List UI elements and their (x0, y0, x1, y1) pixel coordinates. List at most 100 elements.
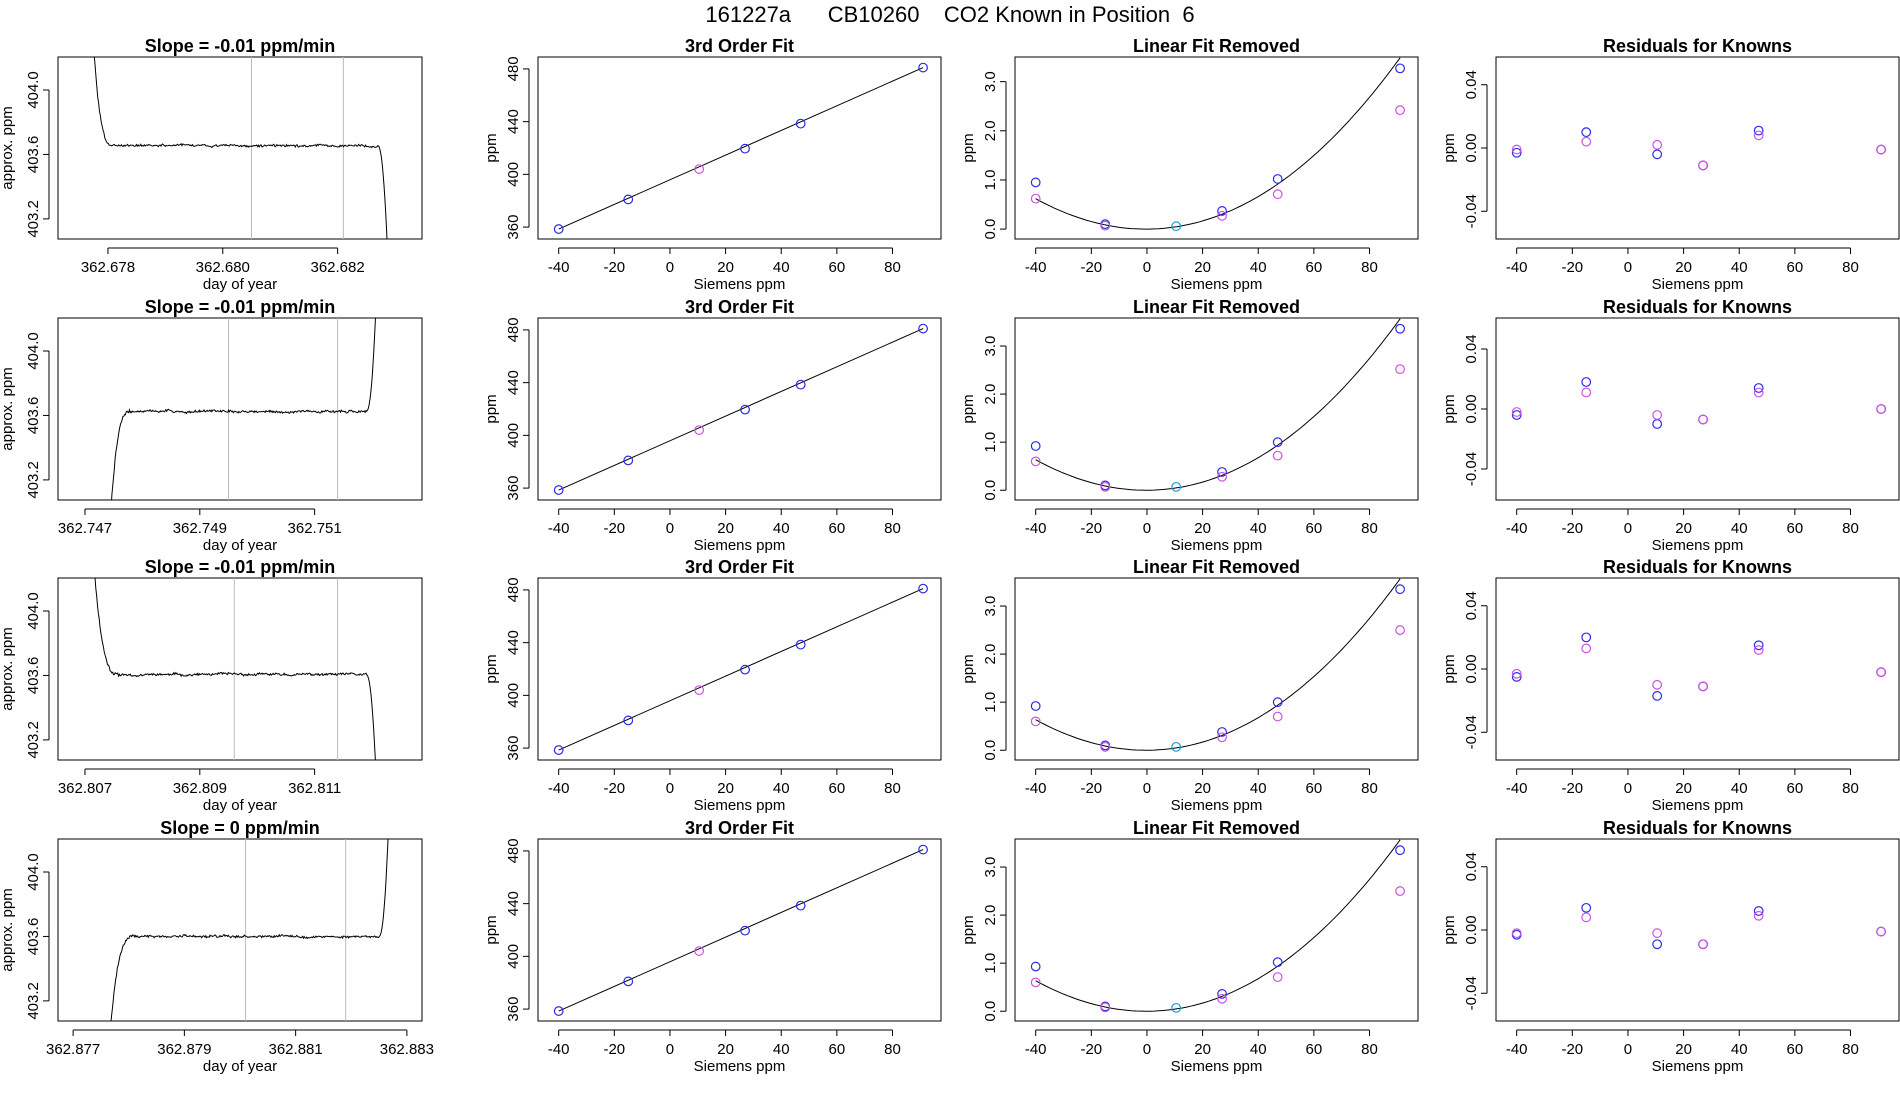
co2-trace-line (93, 57, 388, 239)
y-tick-label: 0.00 (1463, 394, 1480, 423)
x-tick-label: -40 (1025, 1041, 1047, 1058)
data-point-blue (1753, 125, 1764, 136)
panel-title: Linear Fit Removed (1133, 818, 1300, 838)
plot-area (94, 578, 376, 760)
x-tick-label: 60 (829, 520, 846, 537)
x-tick-label: -20 (603, 1041, 625, 1058)
data-point-magenta (1511, 668, 1522, 679)
data-point-blue (1217, 727, 1227, 737)
data-point-blue (1030, 177, 1041, 188)
y-axis-label: approx. ppm (0, 106, 16, 189)
x-tick-label: -40 (1506, 259, 1528, 276)
data-point-magenta (1698, 681, 1708, 692)
y-tick-label: 1.0 (982, 953, 999, 974)
x-tick-label: 40 (1250, 1041, 1267, 1058)
data-point-magenta (1581, 136, 1592, 147)
plot-area (553, 323, 928, 495)
fit-curve (1035, 318, 1401, 491)
data-point-magenta (1698, 939, 1708, 950)
data-point-cyan (1171, 221, 1182, 232)
x-tick-label: 362.747 (58, 520, 112, 537)
panel-linrem-row4: Linear Fit Removed -40 -20 0 20 40 60 80 Siemens… (960, 818, 1419, 1075)
y-tick-label: 1.0 (982, 692, 999, 713)
y-axis-label: ppm (1441, 915, 1458, 944)
x-tick-label: -40 (1025, 520, 1047, 537)
plot-area (1030, 57, 1405, 232)
data-point-magenta (1511, 928, 1522, 939)
x-axis-label: Siemens ppm (1171, 1058, 1263, 1075)
plot-area (1511, 125, 1886, 171)
y-tick-label: 480 (505, 56, 522, 81)
x-tick-label: -20 (1561, 520, 1583, 537)
y-tick-label: 403.6 (25, 397, 42, 435)
x-tick-label: 40 (1731, 259, 1748, 276)
x-tick-label: -20 (1080, 1041, 1102, 1058)
plot-frame (1014, 838, 1419, 1022)
data-point-cyan (1171, 481, 1182, 492)
panel-title: Linear Fit Removed (1133, 557, 1300, 577)
data-point-magenta (1030, 977, 1041, 988)
plot-frame (537, 317, 942, 501)
x-tick-label: 60 (1787, 520, 1804, 537)
y-tick-label: 0.04 (1463, 591, 1480, 620)
data-point-cyan (1171, 741, 1182, 752)
data-point-blue (1753, 383, 1764, 393)
data-point-magenta (1753, 910, 1764, 921)
plot-area (1511, 377, 1886, 429)
y-tick-label: 360 (505, 215, 522, 240)
data-point-magenta (1100, 481, 1111, 492)
panel-resid-row4: Residuals for Knowns -40 -20 0 20 40 60 80 Sieme… (1441, 818, 1900, 1075)
x-tick-label: 20 (1675, 520, 1692, 537)
x-axis-label: Siemens ppm (1652, 797, 1744, 814)
x-tick-label: 60 (1787, 259, 1804, 276)
x-axis-label: Siemens ppm (694, 797, 786, 814)
x-axis-label: Siemens ppm (694, 276, 786, 293)
plot-frame (537, 577, 942, 761)
plot-area (1030, 839, 1405, 1013)
data-point-magenta (1217, 993, 1227, 1004)
x-tick-label: -40 (1506, 520, 1528, 537)
plot-area (1511, 632, 1886, 701)
data-point-magenta (1581, 387, 1592, 398)
x-axis-label: Siemens ppm (1652, 537, 1744, 554)
x-tick-label: 80 (1842, 259, 1859, 276)
y-tick-label: 404.0 (25, 71, 42, 109)
x-axis-label: Siemens ppm (1171, 537, 1263, 554)
x-tick-label: 40 (773, 1041, 790, 1058)
data-point-blue (1030, 701, 1041, 711)
data-point-magenta (1395, 364, 1405, 375)
y-axis-label: approx. ppm (0, 367, 16, 450)
x-tick-label: 80 (1361, 520, 1378, 537)
x-tick-label: 0 (1143, 520, 1151, 537)
x-tick-label: -20 (1080, 520, 1102, 537)
data-point-blue (1581, 902, 1592, 913)
plot-frame (537, 838, 942, 1022)
x-tick-label: -20 (603, 780, 625, 797)
data-point-magenta (1876, 144, 1886, 155)
x-axis-label: day of year (203, 537, 277, 554)
x-tick-label: 60 (1787, 780, 1804, 797)
y-tick-label: 3.0 (982, 71, 999, 92)
data-point-blue (623, 455, 634, 466)
x-tick-label: 40 (1731, 1041, 1748, 1058)
panel-resid-row1: Residuals for Knowns -40 -20 0 20 40 60 80 Sieme… (1441, 36, 1900, 293)
data-point-blue (553, 224, 564, 234)
y-tick-label: 440 (505, 109, 522, 134)
panel-time-row3: Slope = -0.01 ppm/min 362.807 362.809 362.8… (0, 557, 423, 814)
x-tick-label: 80 (1361, 780, 1378, 797)
y-tick-label: 0.00 (1463, 654, 1480, 683)
x-tick-label: 0 (666, 1041, 674, 1058)
data-point-magenta (1511, 144, 1522, 155)
x-tick-label: -20 (1080, 259, 1102, 276)
data-point-magenta (1100, 1002, 1111, 1013)
data-point-blue (1217, 467, 1227, 477)
panel-title: Slope = 0 ppm/min (160, 818, 320, 838)
x-tick-label: 362.678 (81, 259, 135, 276)
plot-area (111, 318, 376, 500)
plot-area (1030, 578, 1405, 752)
x-tick-label: 20 (717, 1041, 734, 1058)
x-axis-label: Siemens ppm (694, 1058, 786, 1075)
x-tick-label: -40 (548, 520, 570, 537)
data-point-blue (1652, 690, 1663, 701)
data-point-magenta (1100, 220, 1111, 231)
